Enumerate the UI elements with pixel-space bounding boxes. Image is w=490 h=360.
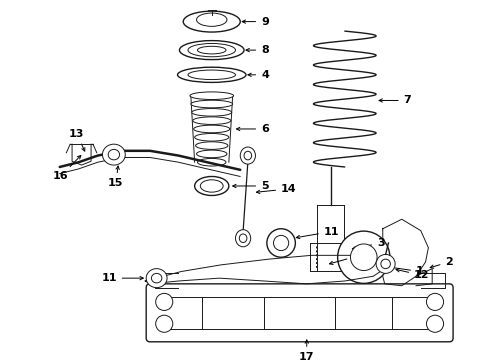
Ellipse shape	[426, 293, 443, 310]
Ellipse shape	[195, 176, 229, 195]
Text: 15: 15	[108, 166, 123, 188]
Text: 9: 9	[242, 17, 269, 27]
Ellipse shape	[190, 92, 234, 99]
Text: 17: 17	[299, 340, 315, 360]
Ellipse shape	[267, 229, 295, 257]
Text: 3: 3	[352, 238, 385, 250]
Text: 16: 16	[53, 156, 81, 181]
Ellipse shape	[273, 235, 289, 251]
Ellipse shape	[239, 234, 247, 243]
Ellipse shape	[102, 144, 125, 165]
Text: 5: 5	[233, 181, 269, 191]
Ellipse shape	[350, 244, 377, 271]
Ellipse shape	[200, 180, 223, 192]
Text: 6: 6	[237, 124, 269, 134]
Ellipse shape	[197, 158, 226, 166]
Text: 10: 10	[329, 250, 368, 265]
Ellipse shape	[381, 259, 391, 269]
Ellipse shape	[236, 230, 251, 247]
Ellipse shape	[426, 315, 443, 332]
Ellipse shape	[376, 255, 395, 273]
Ellipse shape	[179, 41, 244, 60]
Ellipse shape	[177, 67, 246, 82]
Ellipse shape	[188, 44, 236, 57]
Ellipse shape	[194, 125, 230, 133]
Text: 8: 8	[246, 45, 269, 55]
Text: 1: 1	[377, 264, 424, 276]
Text: 11: 11	[296, 226, 340, 239]
Ellipse shape	[156, 293, 173, 310]
Ellipse shape	[193, 117, 231, 125]
Ellipse shape	[151, 273, 162, 283]
Ellipse shape	[108, 149, 120, 160]
Ellipse shape	[197, 46, 226, 54]
Ellipse shape	[338, 231, 390, 283]
Text: 4: 4	[248, 70, 269, 80]
Ellipse shape	[196, 142, 228, 149]
Ellipse shape	[191, 100, 233, 108]
Ellipse shape	[196, 13, 227, 26]
Ellipse shape	[188, 70, 236, 80]
Text: 7: 7	[379, 95, 412, 105]
Ellipse shape	[244, 151, 252, 160]
Text: 14: 14	[256, 184, 297, 194]
Text: 2: 2	[430, 257, 453, 268]
Text: 12: 12	[396, 269, 430, 280]
Ellipse shape	[195, 134, 229, 141]
Text: 13: 13	[69, 129, 85, 151]
FancyBboxPatch shape	[146, 284, 453, 342]
Ellipse shape	[183, 11, 240, 32]
Ellipse shape	[146, 269, 167, 288]
Ellipse shape	[192, 108, 232, 116]
Text: 11: 11	[101, 273, 143, 283]
Ellipse shape	[156, 315, 173, 332]
Ellipse shape	[240, 147, 255, 164]
Ellipse shape	[196, 150, 227, 158]
